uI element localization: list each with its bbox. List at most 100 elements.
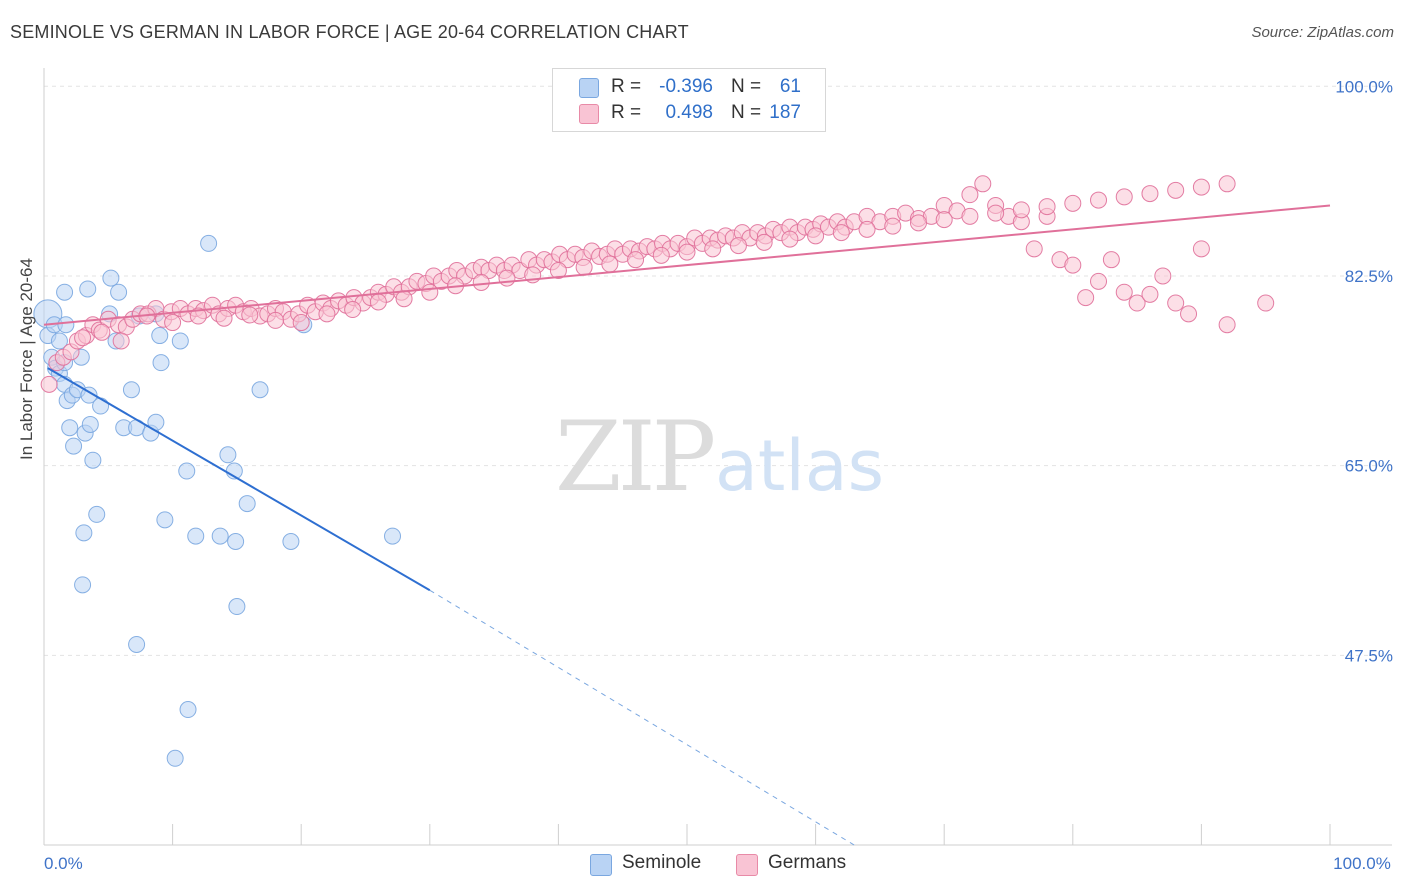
seminole-point <box>61 419 79 437</box>
germans-trend-line <box>43 204 1331 326</box>
germans-point <box>601 255 619 273</box>
r-label: R = <box>611 76 642 97</box>
germans-point <box>935 211 953 229</box>
germans-point <box>832 224 850 242</box>
germans-point <box>1064 194 1082 212</box>
seminole-trend-line <box>47 367 431 592</box>
y-axis-label: In Labor Force | Age 20-64 <box>17 258 37 460</box>
germans-point <box>1038 198 1056 216</box>
seminole-point <box>171 332 189 350</box>
watermark-atlas: atlas <box>715 425 884 507</box>
x-tick-label-0: 0.0% <box>44 854 83 873</box>
germans-point <box>1025 240 1043 258</box>
seminole-point <box>56 283 74 301</box>
seminole-swatch <box>579 78 599 98</box>
germans-point <box>1192 240 1210 258</box>
watermark: ZIP atlas <box>555 401 884 513</box>
seminole-trend-extension <box>429 589 855 846</box>
germans-point <box>1090 191 1108 209</box>
source-credit: Source: ZipAtlas.com <box>1251 24 1394 41</box>
germans-point <box>369 293 387 311</box>
y-axis-label-text: In Labor Force | Age 20-64 <box>17 258 36 460</box>
seminole-point <box>92 397 110 415</box>
germans-point <box>164 314 182 332</box>
germans-point <box>74 329 92 347</box>
germans-point <box>974 175 992 193</box>
germans-point <box>1090 272 1108 290</box>
tick-labels: 100.0% 82.5% 65.0% 47.5% 0.0% 100.0% <box>44 77 1393 873</box>
germans-point <box>472 273 490 291</box>
n-label: N = <box>731 76 762 97</box>
germans-point <box>1257 294 1275 312</box>
seminole-point <box>179 701 197 719</box>
germans-point <box>961 207 979 225</box>
germans-point <box>498 269 516 287</box>
germans-point <box>1218 175 1236 193</box>
germans-point <box>1141 285 1159 303</box>
germans-point <box>704 240 722 258</box>
seminole-point <box>88 505 106 523</box>
x-tick-label-1: 100.0% <box>1333 854 1391 873</box>
seminole-point <box>211 527 229 545</box>
seminole-point <box>200 234 218 252</box>
seminole-point <box>79 280 97 298</box>
germans-point <box>1128 294 1146 312</box>
seminole-point <box>50 332 68 350</box>
seminole-point <box>384 527 402 545</box>
germans-point <box>729 237 747 255</box>
germans-point <box>241 306 259 324</box>
germans-point <box>1180 305 1198 323</box>
y-tick-label-0: 100.0% <box>1335 77 1393 96</box>
seminole-point <box>166 749 184 767</box>
seminole-legend-label: Seminole <box>622 852 702 873</box>
germans-point <box>189 307 207 325</box>
seminole-point <box>75 524 93 542</box>
germans-r-value: 0.498 <box>665 102 713 123</box>
germans-legend-label: Germans <box>768 852 847 873</box>
stats-legend: R = -0.396 N = 61 R = 0.498 N = 187 <box>552 68 826 132</box>
seminole-point <box>251 381 269 399</box>
germans-point <box>627 251 645 269</box>
germans-point <box>781 230 799 248</box>
seminole-point <box>110 283 128 301</box>
seminole-point <box>187 527 205 545</box>
germans-point <box>575 258 593 276</box>
germans-point <box>215 309 233 327</box>
germans-point <box>909 214 927 232</box>
n-label: N = <box>731 102 762 123</box>
germans-point <box>93 323 111 341</box>
axes <box>43 68 1392 846</box>
grid-lines <box>44 85 1392 656</box>
seminole-point <box>282 533 300 551</box>
germans-n-value: 187 <box>769 102 801 123</box>
watermark-zip: ZIP <box>555 401 714 513</box>
seminole-point <box>57 316 75 334</box>
germans-point <box>395 290 413 308</box>
seminole-point <box>74 576 92 594</box>
seminole-point <box>156 511 174 529</box>
seminole-point <box>219 446 237 464</box>
r-label: R = <box>611 102 642 123</box>
germans-point <box>807 227 825 245</box>
germans-point <box>318 305 336 323</box>
germans-point <box>1077 289 1095 307</box>
seminole-point <box>80 386 98 404</box>
germans-point <box>549 262 567 280</box>
germans-point <box>755 233 773 251</box>
germans-point <box>987 204 1005 222</box>
germans-point <box>1012 201 1030 219</box>
germans-legend-swatch <box>736 854 758 876</box>
germans-point <box>1115 188 1133 206</box>
germans-point <box>292 314 310 332</box>
seminole-point <box>228 598 246 616</box>
chart-title: SEMINOLE VS GERMAN IN LABOR FORCE | AGE … <box>10 22 689 42</box>
seminole-n-value: 61 <box>779 76 801 97</box>
germans-point <box>1218 316 1236 334</box>
germans-point <box>1192 178 1210 196</box>
seminole-point <box>65 437 83 455</box>
germans-point <box>266 311 284 329</box>
seminole-legend-swatch <box>590 854 612 876</box>
germans-point <box>1064 256 1082 274</box>
germans-point <box>652 246 670 264</box>
germans-point <box>1154 267 1172 285</box>
